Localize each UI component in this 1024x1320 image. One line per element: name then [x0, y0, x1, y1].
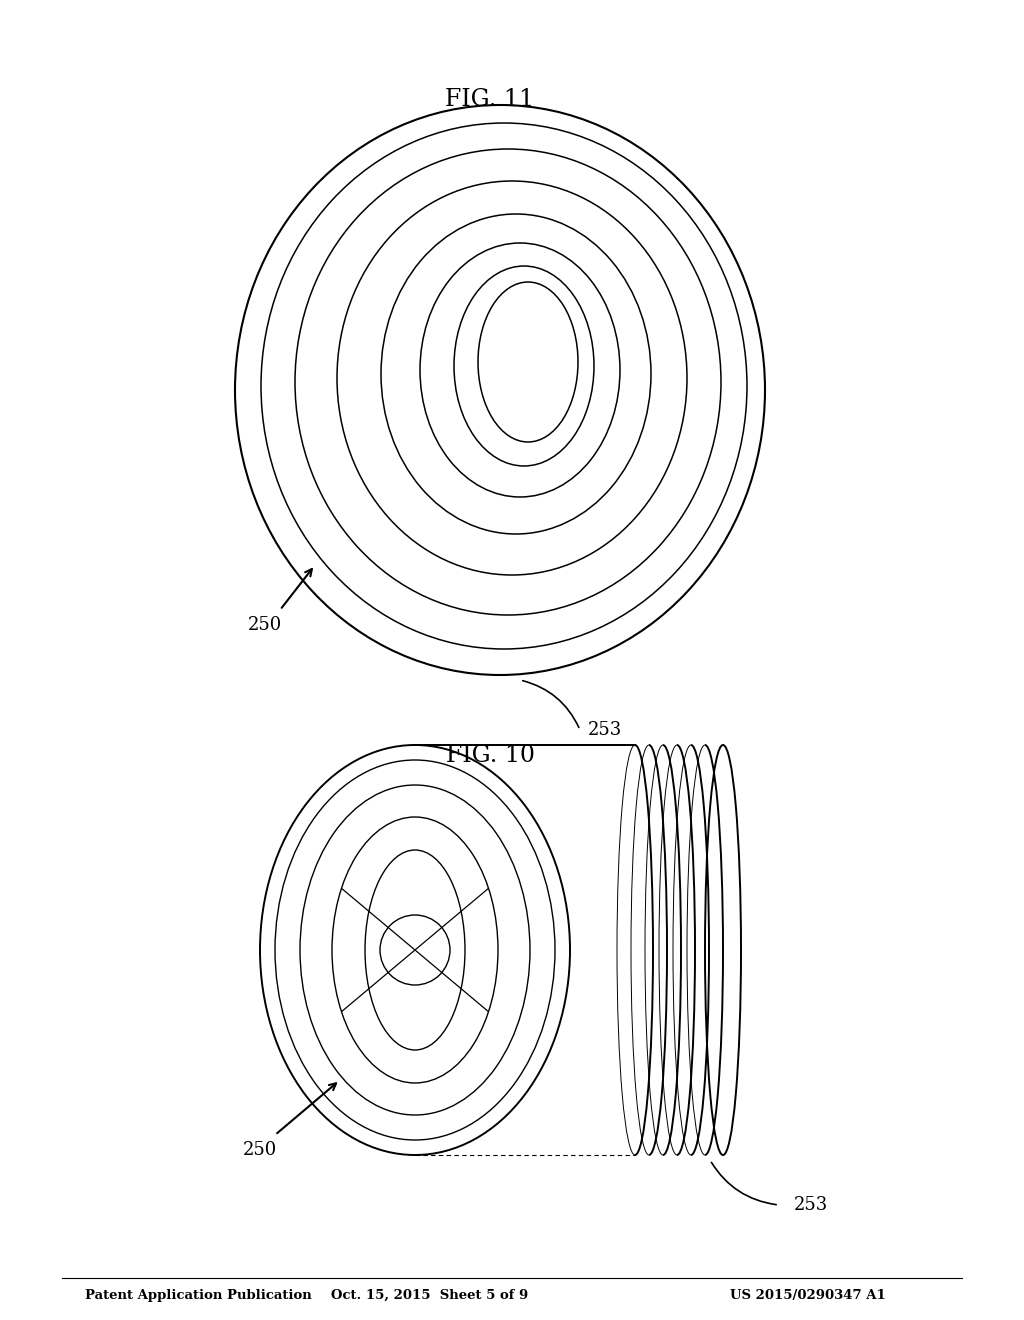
Text: 253: 253 [588, 721, 623, 739]
Text: US 2015/0290347 A1: US 2015/0290347 A1 [730, 1288, 886, 1302]
Text: Patent Application Publication: Patent Application Publication [85, 1288, 311, 1302]
Text: 253: 253 [794, 1196, 828, 1214]
Text: FIG. 11: FIG. 11 [445, 88, 535, 111]
Text: FIG. 10: FIG. 10 [445, 743, 535, 767]
Text: Oct. 15, 2015  Sheet 5 of 9: Oct. 15, 2015 Sheet 5 of 9 [332, 1288, 528, 1302]
Text: 250: 250 [243, 1140, 278, 1159]
Text: 250: 250 [248, 616, 283, 634]
